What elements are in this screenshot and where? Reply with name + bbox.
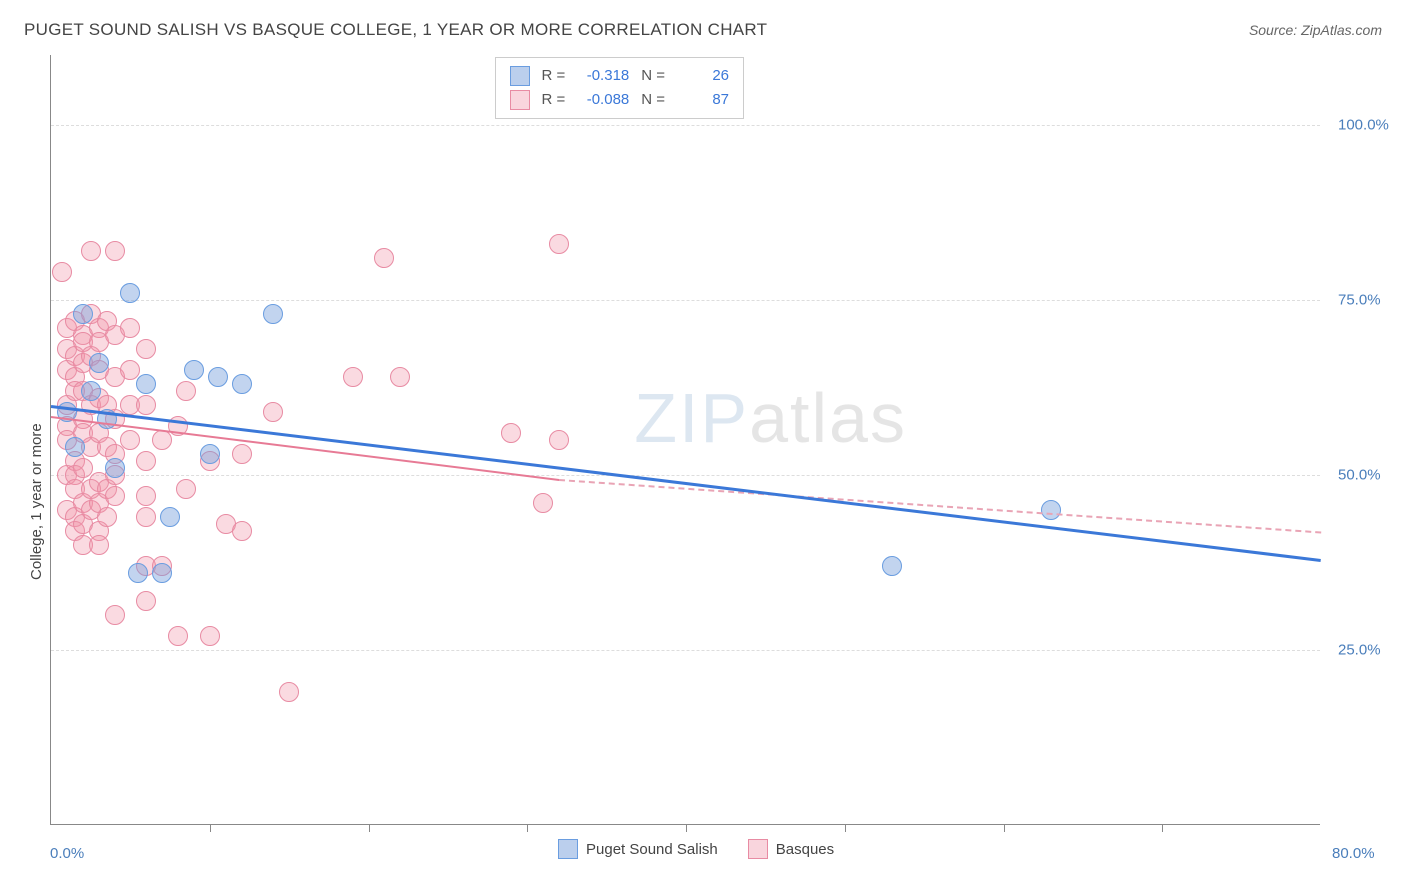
legend-swatch (510, 90, 530, 110)
x-tick (686, 824, 687, 832)
data-point (279, 682, 299, 702)
data-point (120, 318, 140, 338)
x-tick (845, 824, 846, 832)
legend: Puget Sound Salish Basques (558, 839, 834, 859)
data-point (73, 304, 93, 324)
data-point (152, 430, 172, 450)
data-point (136, 507, 156, 527)
data-point (232, 374, 252, 394)
stat-r-value: -0.318 (577, 64, 629, 88)
trendline (559, 479, 1321, 533)
data-point (200, 444, 220, 464)
data-point (208, 367, 228, 387)
data-point (160, 507, 180, 527)
data-point (533, 493, 553, 513)
data-point (549, 430, 569, 450)
data-point (97, 507, 117, 527)
data-point (52, 262, 72, 282)
x-tick (369, 824, 370, 832)
data-point (120, 430, 140, 450)
data-point (105, 486, 125, 506)
y-tick-label: 50.0% (1338, 467, 1381, 484)
x-tick (210, 824, 211, 832)
data-point (120, 283, 140, 303)
data-point (263, 304, 283, 324)
chart-container: ZIPatlas 25.0%50.0%75.0%100.0%0.0%80.0%C… (50, 55, 1320, 825)
x-axis-start-label: 0.0% (50, 845, 84, 862)
data-point (343, 367, 363, 387)
data-point (200, 626, 220, 646)
legend-swatch (510, 66, 530, 86)
data-point (390, 367, 410, 387)
data-point (136, 395, 156, 415)
data-point (136, 591, 156, 611)
stat-n-value: 87 (677, 88, 729, 112)
legend-swatch (748, 839, 768, 859)
y-axis-title: College, 1 year or more (28, 423, 45, 580)
x-tick (1004, 824, 1005, 832)
legend-swatch (558, 839, 578, 859)
data-point (136, 374, 156, 394)
legend-item: Basques (748, 839, 834, 859)
y-tick-label: 100.0% (1338, 117, 1389, 134)
data-point (184, 360, 204, 380)
chart-title: PUGET SOUND SALISH VS BASQUE COLLEGE, 1 … (24, 20, 767, 40)
data-point (136, 451, 156, 471)
y-tick-label: 75.0% (1338, 292, 1381, 309)
data-point (105, 605, 125, 625)
legend-label: Puget Sound Salish (586, 841, 718, 858)
data-point (89, 353, 109, 373)
data-point (152, 563, 172, 583)
data-point (168, 626, 188, 646)
data-point (176, 381, 196, 401)
data-point (882, 556, 902, 576)
data-point (81, 241, 101, 261)
data-point (176, 479, 196, 499)
stat-n-value: 26 (677, 64, 729, 88)
gridline (51, 475, 1320, 476)
stats-row: R = -0.088 N = 87 (510, 88, 730, 112)
stat-r-value: -0.088 (577, 88, 629, 112)
stat-r-label: R = (542, 64, 566, 88)
chart-header: PUGET SOUND SALISH VS BASQUE COLLEGE, 1 … (0, 0, 1406, 48)
data-point (105, 241, 125, 261)
x-axis-end-label: 80.0% (1332, 845, 1378, 862)
data-point (374, 248, 394, 268)
x-tick (1162, 824, 1163, 832)
data-point (263, 402, 283, 422)
data-point (232, 444, 252, 464)
data-point (232, 521, 252, 541)
gridline (51, 125, 1320, 126)
stats-row: R = -0.318 N = 26 (510, 64, 730, 88)
plot-area (50, 55, 1320, 825)
data-point (105, 458, 125, 478)
gridline (51, 300, 1320, 301)
chart-source: Source: ZipAtlas.com (1249, 22, 1382, 38)
data-point (1041, 500, 1061, 520)
data-point (128, 563, 148, 583)
gridline (51, 650, 1320, 651)
data-point (81, 381, 101, 401)
legend-label: Basques (776, 841, 834, 858)
data-point (501, 423, 521, 443)
data-point (65, 437, 85, 457)
data-point (549, 234, 569, 254)
stat-n-label: N = (641, 88, 665, 112)
data-point (89, 535, 109, 555)
legend-item: Puget Sound Salish (558, 839, 718, 859)
x-tick (527, 824, 528, 832)
stats-box: R = -0.318 N = 26 R = -0.088 N = 87 (495, 57, 745, 119)
y-tick-label: 25.0% (1338, 642, 1381, 659)
stat-n-label: N = (641, 64, 665, 88)
data-point (136, 486, 156, 506)
stat-r-label: R = (542, 88, 566, 112)
data-point (136, 339, 156, 359)
